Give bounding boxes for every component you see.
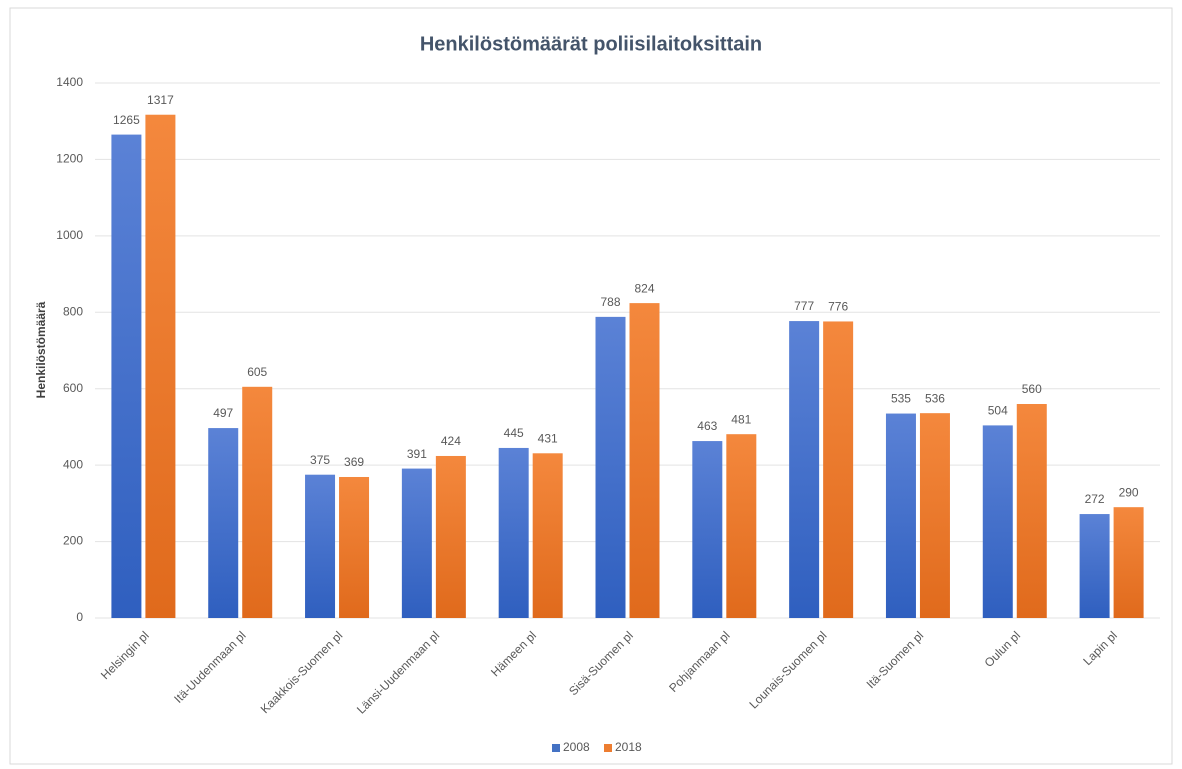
data-label: 497 bbox=[213, 406, 233, 420]
data-label: 1317 bbox=[147, 93, 174, 107]
data-label: 290 bbox=[1119, 485, 1139, 499]
data-label: 481 bbox=[731, 412, 751, 426]
y-tick-label: 1000 bbox=[56, 228, 83, 242]
bar bbox=[435, 455, 466, 618]
data-label: 777 bbox=[794, 299, 814, 313]
data-label: 560 bbox=[1022, 382, 1042, 396]
legend-label: 2008 bbox=[563, 740, 590, 754]
data-label: 504 bbox=[988, 404, 1008, 418]
bar bbox=[208, 428, 239, 618]
data-label: 776 bbox=[828, 300, 848, 314]
data-label: 375 bbox=[310, 453, 330, 467]
data-label: 605 bbox=[247, 365, 267, 379]
chart-title: Henkilöstömäärät poliisilaitoksittain bbox=[420, 33, 762, 55]
y-tick-label: 800 bbox=[63, 304, 83, 318]
bar bbox=[982, 425, 1013, 618]
y-tick-label: 400 bbox=[63, 457, 83, 471]
bar bbox=[885, 413, 916, 618]
bar bbox=[692, 441, 723, 618]
data-label: 536 bbox=[925, 391, 945, 405]
bar bbox=[919, 413, 950, 618]
bar bbox=[789, 321, 820, 618]
data-label: 391 bbox=[407, 447, 427, 461]
y-tick-label: 1400 bbox=[56, 75, 83, 89]
data-label: 788 bbox=[600, 295, 620, 309]
bar bbox=[1079, 514, 1110, 618]
y-tick-label: 200 bbox=[63, 534, 83, 548]
data-label: 445 bbox=[504, 426, 524, 440]
bar bbox=[1016, 404, 1047, 618]
data-label: 431 bbox=[538, 431, 558, 445]
bar bbox=[401, 468, 432, 618]
data-label: 535 bbox=[891, 392, 911, 406]
bar bbox=[629, 303, 660, 618]
data-label: 369 bbox=[344, 455, 364, 469]
data-label: 824 bbox=[634, 281, 654, 295]
legend-swatch bbox=[604, 744, 612, 752]
bar bbox=[498, 447, 529, 618]
bar bbox=[1113, 507, 1144, 618]
y-tick-label: 1200 bbox=[56, 152, 83, 166]
bar bbox=[595, 316, 626, 618]
bar bbox=[111, 134, 142, 618]
data-label: 272 bbox=[1085, 492, 1105, 506]
bar bbox=[145, 114, 176, 618]
y-axis-title: Henkilöstömäärä bbox=[34, 301, 48, 398]
chart-border bbox=[9, 7, 1173, 765]
bar bbox=[532, 453, 563, 618]
bar bbox=[305, 474, 336, 618]
bar bbox=[339, 476, 370, 618]
bar bbox=[726, 434, 757, 618]
y-tick-label: 600 bbox=[63, 381, 83, 395]
legend-label: 2018 bbox=[615, 740, 642, 754]
y-tick-label: 0 bbox=[76, 610, 83, 624]
data-label: 463 bbox=[697, 419, 717, 433]
legend-swatch bbox=[552, 744, 560, 752]
bar bbox=[823, 321, 854, 618]
bar bbox=[242, 386, 273, 618]
data-label: 1265 bbox=[113, 113, 140, 127]
data-label: 424 bbox=[441, 434, 461, 448]
